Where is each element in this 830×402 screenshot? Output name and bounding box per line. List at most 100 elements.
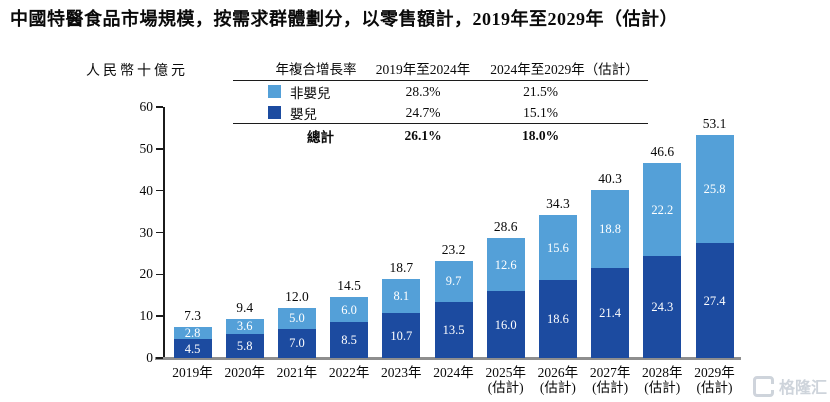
bar-segment-infant: 7.0 [277,328,316,358]
y-axis-tick [156,189,163,192]
watermark: 格隆汇 [752,374,827,398]
legend-label-non-infant: 非嬰兒 [290,85,331,101]
bar-value-infant: 13.5 [442,322,465,337]
x-axis-category-label: 2028年 (估計) [642,365,683,395]
y-axis-tick [156,148,163,150]
bar-segment-non-infant: 12.6 [486,238,525,292]
bar-segment-infant: 13.5 [434,301,473,358]
bar-value-non-infant: 25.8 [703,182,726,197]
y-axis-tick-label: 0 [146,350,153,365]
y-axis-tick-label: 10 [139,308,154,324]
cagr-header-2019-2024: 2019年至2024年 [375,62,471,77]
cagr-header-2024-2029: 2024年至2029年（估計） [490,62,639,77]
bar-segment-infant: 4.5 [173,339,212,358]
bar-value-infant: 7.0 [289,336,305,351]
legend-label-infant: 嬰兒 [290,106,317,122]
bar-segment-infant: 16.0 [486,291,525,358]
bar-value-non-infant: 2.8 [184,326,201,341]
bar-value-infant: 4.5 [184,341,201,356]
watermark-text: 格隆汇 [778,380,827,397]
table-row-infant: 嬰兒 24.7% 15.1% [233,102,648,123]
bar-value-non-infant: 12.6 [494,257,517,272]
non-infant-cagr-2019-2024: 28.3% [405,83,441,99]
bar-segment-non-infant: 2.8 [173,326,212,341]
cagr-table: 年複合增長率 2019年至2024年 2024年至2029年（估計） 非嬰兒 2… [233,56,648,147]
bar-value-non-infant: 15.6 [546,240,569,255]
bar-segment-non-infant: 3.6 [225,318,264,334]
y-axis-tick-label: 30 [139,224,154,240]
bar-value-infant: 8.5 [341,333,357,348]
y-axis-unit-label: 人民幣十億元 [86,64,188,79]
bar-value-non-infant: 9.7 [445,274,462,289]
bar-total-label: 28.6 [493,219,518,235]
y-axis-tick-label: 20 [139,266,154,282]
y-axis-tick-label: 50 [139,140,154,156]
y-axis-tick [156,106,163,108]
bar-segment-infant: 24.3 [643,256,682,358]
bar-total-label: 34.3 [546,195,570,211]
bar-value-infant: 5.8 [236,338,253,353]
bar-value-infant: 10.7 [390,328,413,343]
legend-item-infant: 嬰兒 [233,103,365,123]
total-label: 總計 [307,129,334,145]
non-infant-cagr-2024-2029: 21.5% [523,83,558,99]
x-axis-line [155,357,741,360]
y-axis-tick [156,231,163,234]
bar-total-label: 12.0 [285,288,309,304]
bar-value-non-infant: 8.1 [393,289,410,304]
bar-total-label: 18.7 [389,260,414,276]
bar-segment-non-infant: 18.8 [591,189,630,269]
bar-segment-non-infant: 25.8 [695,135,734,244]
total-cagr-2024-2029: 18.0% [521,127,560,143]
x-axis-category-label: 2029年 (估計) [694,365,735,395]
cagr-header-metric: 年複合增長率 [275,62,357,77]
x-axis-category-label: 2027年 (估計) [589,365,631,395]
bar-segment-non-infant: 22.2 [643,163,682,257]
x-axis-category-label: 2025年 (估計) [485,365,526,395]
infant-cagr-2024-2029: 15.1% [523,104,558,120]
bar-segment-infant: 10.7 [382,313,421,358]
bar-value-non-infant: 22.2 [651,202,674,217]
y-axis-line [163,107,165,359]
bar-segment-infant: 27.4 [695,243,734,358]
bar-value-infant: 27.4 [703,293,726,308]
bar-segment-infant: 21.4 [591,268,630,358]
y-axis-tick [156,273,163,276]
bar-total-label: 40.3 [598,170,622,186]
cagr-table-header: 年複合增長率 2019年至2024年 2024年至2029年（估計） [233,56,648,80]
bar-segment-infant: 5.8 [225,333,264,358]
bar-value-non-infant: 18.8 [599,222,622,237]
bar-segment-non-infant: 15.6 [538,214,577,281]
bar-value-infant: 16.0 [494,317,517,332]
bar-value-non-infant: 6.0 [341,302,357,317]
table-row-total: 總計 26.1% 18.0% [233,124,648,147]
gelonghui-logo-icon [752,375,775,397]
bar-segment-infant: 8.5 [330,322,369,358]
table-rule-top [233,80,648,81]
y-axis-tick-label: 40 [139,182,154,198]
bar-value-infant: 21.4 [599,306,622,321]
total-cagr-2019-2024: 26.1% [404,127,442,143]
x-axis-category-label: 2026年 (估計) [537,365,579,395]
bar-value-infant: 18.6 [546,312,569,327]
table-rule-bottom [233,123,648,124]
bar-total-label: 53.1 [702,116,727,132]
bar-segment-non-infant: 9.7 [434,260,473,302]
non-infant-color-swatch-icon [268,85,281,98]
bar-segment-non-infant: 8.1 [382,279,421,314]
chart-title: 中國特醫食品市場規模，按需求群體劃分，以零售額計，2019年至2029年（估計） [10,9,678,29]
bar-total-label: 7.3 [184,308,201,324]
bar-total-label: 23.2 [441,241,466,257]
bar-total-label: 46.6 [650,144,675,160]
stacked-bar-chart: 0 10 20 30 40 50 60 4.5 2.8 7.3 2019年 5.8 3.6 9.4 2020… [140,99,741,395]
x-axis-category-label: 2021年 [276,365,318,380]
bar-total-label: 14.5 [337,278,361,294]
legend-item-non-infant: 非嬰兒 [233,82,365,102]
x-axis-category-label: 2024年 [433,365,474,380]
infant-cagr-2019-2024: 24.7% [405,104,441,120]
bar-segment-non-infant: 5.0 [277,307,316,329]
table-row-non-infant: 非嬰兒 28.3% 21.5% [233,81,648,102]
x-axis-category-label: 2019年 [172,365,213,380]
y-axis-tick-label: 60 [139,99,154,114]
